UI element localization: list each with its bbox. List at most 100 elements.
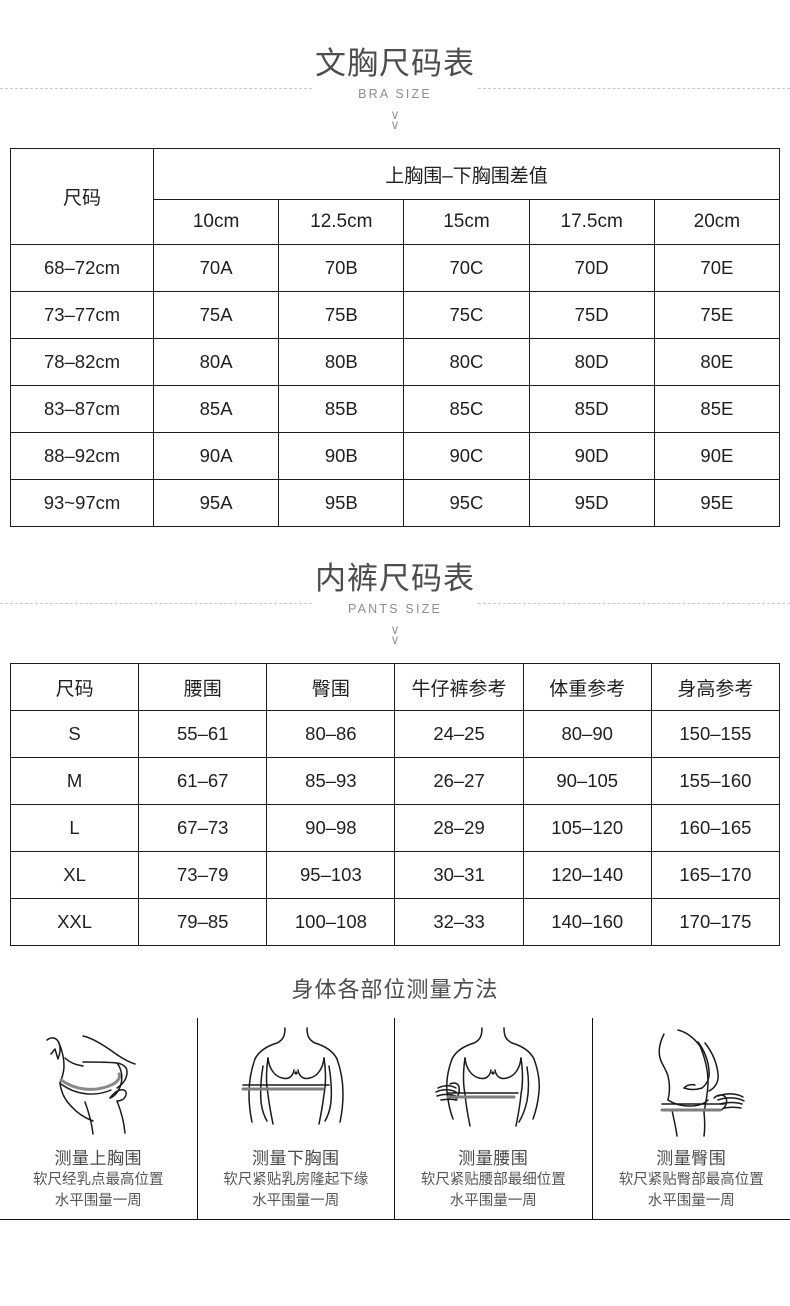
pants-table-body: S 55–61 80–86 24–25 80–90 150–155 M 61–6… <box>11 711 780 946</box>
bra-header-col-1: 12.5cm <box>279 200 404 245</box>
bra-cell-size: 78–82cm <box>11 339 154 386</box>
bra-cell: 85D <box>529 386 654 433</box>
chevron-down-icon-bottom: ∨ <box>0 635 790 645</box>
pants-cell-size: XXL <box>11 899 139 946</box>
table-row: XL 73–79 95–103 30–31 120–140 165–170 <box>11 852 780 899</box>
pants-cell: 24–25 <box>395 711 523 758</box>
measure-desc-line1: 软尺经乳点最高位置 <box>0 1171 197 1190</box>
pants-cell: 32–33 <box>395 899 523 946</box>
measure-desc-line2: 水平围量一周 <box>0 1192 197 1211</box>
bra-cell: 70B <box>279 245 404 292</box>
bra-cell-size: 68–72cm <box>11 245 154 292</box>
bra-cell-size: 73–77cm <box>11 292 154 339</box>
bra-cell-size: 88–92cm <box>11 433 154 480</box>
table-row: 88–92cm 90A 90B 90C 90D 90E <box>11 433 780 480</box>
table-row: 73–77cm 75A 75B 75C 75D 75E <box>11 292 780 339</box>
pants-cell: 73–79 <box>139 852 267 899</box>
bra-cell: 80C <box>404 339 529 386</box>
pants-cell: 79–85 <box>139 899 267 946</box>
bra-cell: 90B <box>279 433 404 480</box>
table-row: 93~97cm 95A 95B 95C 95D 95E <box>11 480 780 527</box>
pants-cell-size: L <box>11 805 139 852</box>
bra-cell: 70E <box>654 245 779 292</box>
bra-cell: 70D <box>529 245 654 292</box>
measure-label: 测量腰围 <box>395 1144 592 1169</box>
pants-cell: 30–31 <box>395 852 523 899</box>
table-row: L 67–73 90–98 28–29 105–120 160–165 <box>11 805 780 852</box>
pants-cell: 90–98 <box>267 805 395 852</box>
bra-cell: 90C <box>404 433 529 480</box>
measure-illustration-grid: 测量上胸围 软尺经乳点最高位置 水平围量一周 <box>0 1018 790 1220</box>
chevron-down-icon: ∨ ∨ <box>0 110 790 130</box>
measure-desc-line1: 软尺紧贴腰部最细位置 <box>395 1171 592 1190</box>
pants-table-header-row: 尺码 腰围 臀围 牛仔裤参考 体重参考 身高参考 <box>11 664 780 711</box>
bra-cell: 75D <box>529 292 654 339</box>
bra-header-col-2: 15cm <box>404 200 529 245</box>
pants-size-table: 尺码 腰围 臀围 牛仔裤参考 体重参考 身高参考 S 55–61 80–86 2… <box>10 663 780 946</box>
pants-cell: 100–108 <box>267 899 395 946</box>
bra-header-group: 上胸围–下胸围差值 <box>154 149 780 200</box>
bra-cell: 75B <box>279 292 404 339</box>
pants-cell-size: XL <box>11 852 139 899</box>
pants-cell: 67–73 <box>139 805 267 852</box>
bra-cell: 75A <box>154 292 279 339</box>
pants-header-col-2: 臀围 <box>267 664 395 711</box>
table-row: 83–87cm 85A 85B 85C 85D 85E <box>11 386 780 433</box>
table-row: XXL 79–85 100–108 32–33 140–160 170–175 <box>11 899 780 946</box>
bra-header-size: 尺码 <box>11 149 154 245</box>
bra-cell: 95E <box>654 480 779 527</box>
pants-header-col-5: 身高参考 <box>651 664 779 711</box>
measure-item-under-bust: 测量下胸围 软尺紧贴乳房隆起下缘 水平围量一周 <box>198 1018 396 1219</box>
bra-cell: 95B <box>279 480 404 527</box>
dashed-rule-right <box>478 603 790 604</box>
measure-desc-line2: 水平围量一周 <box>198 1192 395 1211</box>
bra-header-col-3: 17.5cm <box>529 200 654 245</box>
hip-measure-illustration <box>593 1018 790 1138</box>
table-row: 78–82cm 80A 80B 80C 80D 80E <box>11 339 780 386</box>
bra-cell: 95D <box>529 480 654 527</box>
bra-cell-size: 93~97cm <box>11 480 154 527</box>
pants-cell: 85–93 <box>267 758 395 805</box>
measure-desc-line1: 软尺紧贴乳房隆起下缘 <box>198 1171 395 1190</box>
pants-cell: 120–140 <box>523 852 651 899</box>
waist-measure-illustration <box>395 1018 592 1138</box>
bra-section-title: 文胸尺码表 <box>0 40 790 83</box>
measure-label: 测量下胸围 <box>198 1144 395 1169</box>
pants-cell: 165–170 <box>651 852 779 899</box>
pants-cell: 160–165 <box>651 805 779 852</box>
bra-cell: 85B <box>279 386 404 433</box>
measure-desc-line2: 水平围量一周 <box>395 1192 592 1211</box>
pants-cell: 170–175 <box>651 899 779 946</box>
under-bust-measure-illustration <box>198 1018 395 1138</box>
bra-header-col-4: 20cm <box>654 200 779 245</box>
bra-cell: 80D <box>529 339 654 386</box>
bra-size-table: 尺码 上胸围–下胸围差值 10cm 12.5cm 15cm 17.5cm 20c… <box>10 148 780 527</box>
pants-header-col-1: 腰围 <box>139 664 267 711</box>
pants-cell: 80–90 <box>523 711 651 758</box>
bra-cell: 85C <box>404 386 529 433</box>
bra-table-body: 68–72cm 70A 70B 70C 70D 70E 73–77cm 75A … <box>11 245 780 527</box>
pants-cell: 105–120 <box>523 805 651 852</box>
pants-cell: 28–29 <box>395 805 523 852</box>
bra-table-header-row-1: 尺码 上胸围–下胸围差值 <box>11 149 780 200</box>
dashed-rule-left <box>0 603 312 604</box>
bra-cell-size: 83–87cm <box>11 386 154 433</box>
upper-bust-measure-illustration <box>0 1018 197 1138</box>
table-row: 68–72cm 70A 70B 70C 70D 70E <box>11 245 780 292</box>
pants-header-col-3: 牛仔裤参考 <box>395 664 523 711</box>
pants-cell: 140–160 <box>523 899 651 946</box>
bra-header-col-0: 10cm <box>154 200 279 245</box>
measure-desc-line2: 水平围量一周 <box>593 1192 790 1211</box>
bra-cell: 80A <box>154 339 279 386</box>
bra-section-header: 文胸尺码表 BRA SIZE ∨ ∨ <box>0 40 790 130</box>
pants-section-title: 内裤尺码表 <box>0 555 790 598</box>
measure-item-waist: 测量腰围 软尺紧贴腰部最细位置 水平围量一周 <box>395 1018 593 1219</box>
bra-cell: 75E <box>654 292 779 339</box>
measure-label: 测量上胸围 <box>0 1144 197 1169</box>
bra-cell: 95C <box>404 480 529 527</box>
bra-cell: 90D <box>529 433 654 480</box>
pants-section-header: 内裤尺码表 PANTS SIZE ∨ ∨ <box>0 555 790 645</box>
table-row: M 61–67 85–93 26–27 90–105 155–160 <box>11 758 780 805</box>
pants-cell: 155–160 <box>651 758 779 805</box>
pants-header-col-4: 体重参考 <box>523 664 651 711</box>
